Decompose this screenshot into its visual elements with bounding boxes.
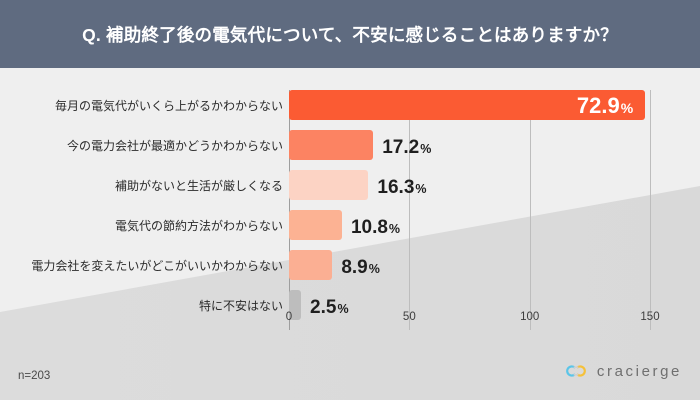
brand-name: cracierge <box>596 362 682 380</box>
bar-row: 補助がないと生活が厳しくなる 16.3% <box>0 170 700 200</box>
sample-size-label: n=203 <box>18 370 51 382</box>
bar-row: 特に不安はない 2.5% <box>0 290 700 320</box>
bar-row: 今の電力会社が最適かどうかわからない 17.2% <box>0 130 700 160</box>
bar-chart: 毎月の電気代がいくら上がるかわからない 72.9% 今の電力会社が最適かどうかわから… <box>0 68 700 348</box>
bar-row: 毎月の電気代がいくら上がるかわからない 72.9% <box>0 90 700 120</box>
x-tick-label-150: 150 <box>640 311 660 323</box>
bar[interactable] <box>289 130 374 160</box>
footer: n=203 cracierge <box>0 348 700 400</box>
category-label: 今の電力会社が最適かどうかわからない <box>66 139 283 153</box>
brand-logo: cracierge <box>564 362 682 380</box>
category-label: 毎月の電気代がいくら上がるかわからない <box>54 99 283 113</box>
bar-value-label: 72.9% <box>576 93 634 118</box>
x-tick-label-100: 100 <box>520 311 540 323</box>
bar[interactable] <box>289 210 342 240</box>
category-label: 電気代の節約方法がわからない <box>114 219 283 233</box>
header-banner: Q. 補助終了後の電気代について、不安に感じることはありますか？ <box>0 0 700 68</box>
bar-value-label: 10.8% <box>350 216 401 238</box>
interlocking-rings-icon <box>565 365 586 377</box>
category-label: 電力会社を変えたいがどこがいいかわからない <box>31 259 283 273</box>
page-title: Q. 補助終了後の電気代について、不安に感じることはありますか？ <box>82 24 618 45</box>
bar-rows: 毎月の電気代がいくら上がるかわからない 72.9% 今の電力会社が最適かどうかわから… <box>0 68 700 348</box>
bar-value-label: 2.5% <box>310 296 349 318</box>
bar-row: 電気代の節約方法がわからない 10.8% <box>0 210 700 240</box>
bar-row: 電力会社を変えたいがどこがいいかわからない 8.9% <box>0 250 700 280</box>
category-label: 特に不安はない <box>198 299 283 313</box>
category-label: 補助がないと生活が厳しくなる <box>114 179 283 193</box>
bar[interactable] <box>289 170 369 200</box>
x-tick-label-50: 50 <box>402 311 416 323</box>
bar-value-label: 16.3% <box>377 176 427 198</box>
bar[interactable] <box>289 250 333 280</box>
bar-value-label: 8.9% <box>341 256 380 278</box>
bar-value-label: 17.2% <box>382 136 432 158</box>
x-tick-label-0: 0 <box>285 311 293 323</box>
